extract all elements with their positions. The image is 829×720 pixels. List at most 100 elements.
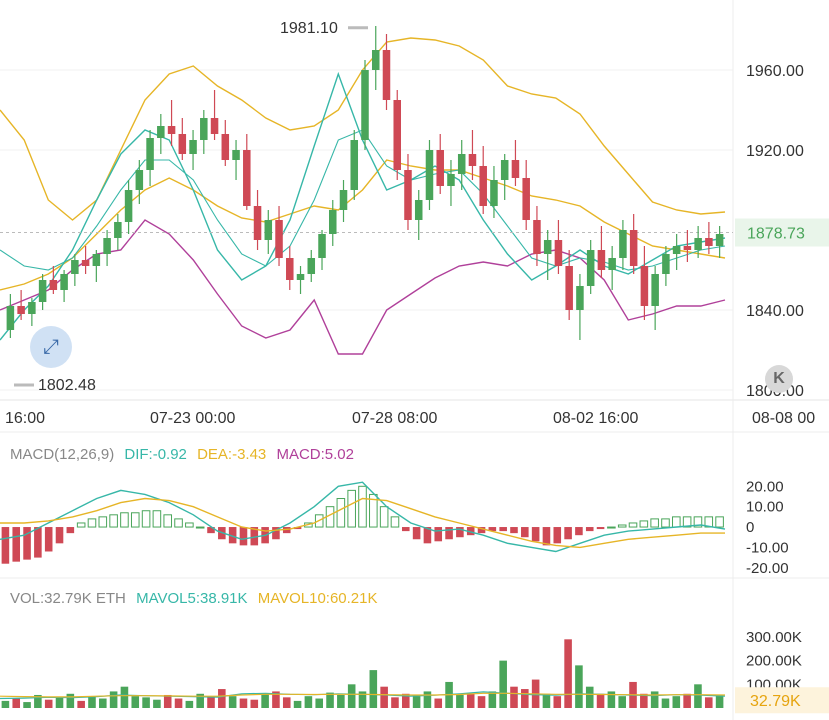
volume-bar [650,691,659,708]
volume-bar [55,697,64,708]
volume-bar [304,696,313,708]
candle-body [253,206,262,240]
last-price-label: 1878.73 [747,226,805,243]
candle-body [425,150,434,200]
macd-tick-label: 0 [746,519,754,536]
volume-bar [109,691,118,708]
kline-settings-button[interactable]: K [765,365,793,393]
candle-body [694,238,702,250]
volume-bar [499,660,507,708]
volume-bar [293,700,302,708]
volume-bar [44,699,53,708]
volume-bar [683,693,691,708]
macd-histogram-bar [23,527,31,560]
macd-histogram-bar [390,516,400,528]
dea-value: DEA:-3.43 [197,446,266,463]
volume-bar [218,689,226,708]
boll-mid-line [0,159,726,291]
candle-body [511,160,520,178]
candle-body [543,240,552,254]
macd-histogram-bar [44,527,53,552]
macd-histogram-bar [98,516,108,528]
volume-bar [423,691,432,708]
volume-bar [542,693,551,708]
macd-tick-label: 10.00 [746,499,784,516]
candle-body [38,280,47,302]
time-tick-label: 08-02 16:00 [553,410,639,427]
candle-body [672,246,681,254]
candle-body [468,154,477,166]
candle-body [232,150,240,160]
volume-bar [488,691,497,708]
volume-bar [434,698,443,708]
volume-bar [337,694,345,708]
candle-body [651,274,659,306]
candle-body [124,190,133,222]
macd-histogram-bar [282,527,291,534]
candle-body [210,118,219,134]
dea-line [0,497,725,549]
price-tick-label: 1840.00 [746,303,804,320]
volume-bar [640,693,648,708]
candle-body [49,280,58,290]
macd-histogram-bar [239,527,248,546]
volume-bar [272,691,280,708]
volume-bar [163,694,172,708]
volume-bar [715,694,724,708]
volume-bar [207,697,215,708]
volume-bar [358,691,367,708]
candle-body [393,100,401,170]
macd-histogram-bar [347,489,356,528]
volume-bar [618,696,626,708]
macd-histogram-bar [715,516,724,528]
volume-bar [99,698,107,708]
candle-body [457,154,466,174]
macd-histogram-bar [401,527,410,532]
volume-bar [672,696,681,708]
volume-bar [326,692,334,708]
macd-histogram-bar [358,485,367,528]
volume-bar [553,696,562,708]
candle-body [619,230,627,258]
macd-histogram-bar [163,514,173,528]
volume-bar [1,700,10,708]
time-tick-label: 07-28 08:00 [352,410,438,427]
volume-bar [694,684,702,708]
volume-bar [661,698,670,708]
macd-histogram-bar [531,527,540,542]
volume-bar [466,693,475,708]
mavol10-line [0,692,726,698]
candle-body [705,238,713,246]
candle-body [608,258,616,270]
candle-body [200,118,208,140]
macd-histogram-bar [293,527,302,530]
expand-icon[interactable]: ⤢ [30,326,72,368]
candle-body [629,230,638,266]
macd-histogram-bar [109,514,118,528]
macd-histogram-bar [542,527,551,546]
candle-body [662,254,670,274]
dif-value: DIF:-0.92 [124,446,187,463]
time-tick-label: 07-23 00:00 [150,410,236,427]
volume-bar [250,699,259,708]
macd-histogram-bar [553,527,562,544]
price-tick-label: 1920.00 [746,143,804,160]
macd-histogram-bar [521,527,529,538]
volume-bar [412,696,421,708]
macd-histogram-bar [585,527,594,532]
volume-bar [88,696,96,708]
volume-legend: VOL:32.79K ETH MAVOL5:38.91K MAVOL10:60.… [10,590,378,607]
candle-body [436,150,444,186]
macd-histogram-bar [456,527,464,538]
volume-bar [282,697,291,708]
candle-body [178,134,187,154]
candle-body [533,220,541,254]
macd-histogram-bar [596,527,605,530]
macd-histogram-bar [336,498,346,528]
candle-body [307,258,316,274]
candle-body [92,254,101,266]
macd-histogram-bar [575,527,583,536]
candle-body [371,50,380,70]
